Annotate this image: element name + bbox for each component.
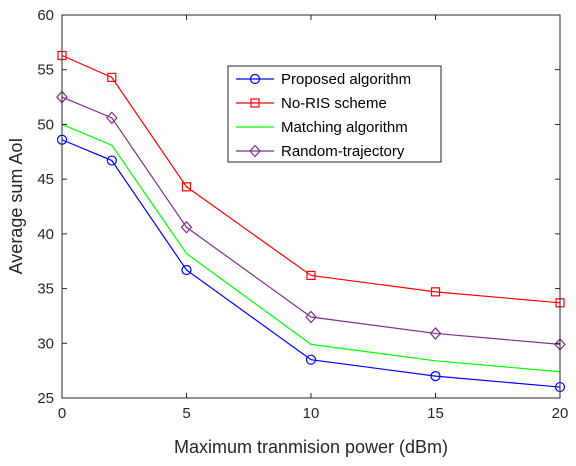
- y-tick-label: 35: [37, 281, 54, 298]
- y-tick-label: 55: [37, 62, 54, 79]
- y-tick-label: 40: [37, 226, 54, 243]
- legend-label: Random-trajectory: [281, 143, 405, 160]
- series-random-trajectory: [56, 90, 566, 351]
- y-tick-label: 60: [37, 7, 54, 24]
- data-point-random-trajectory: [305, 310, 317, 324]
- legend-marker: [249, 144, 261, 158]
- series-line-matching-algorithm: [61, 123, 561, 373]
- x-tick-label: 5: [182, 405, 190, 422]
- x-tick-label: 20: [552, 405, 569, 422]
- legend-entry-no-ris-scheme: No-RIS scheme: [236, 95, 387, 112]
- legend-label: Matching algorithm: [281, 119, 408, 136]
- legend: Proposed algorithm No-RIS scheme Matching …: [227, 65, 442, 163]
- data-point-proposed-algorithm: [106, 155, 117, 166]
- series-layer: [56, 50, 566, 393]
- legend-marker: [250, 98, 260, 108]
- data-point-random-trajectory: [180, 220, 193, 234]
- data-point-no-ris-scheme: [107, 72, 117, 82]
- x-tick-label: 15: [427, 405, 444, 422]
- data-point-no-ris-scheme: [306, 270, 316, 281]
- legend-label: Proposed algorithm: [281, 71, 411, 88]
- legend-label: No-RIS scheme: [281, 95, 387, 112]
- y-tick-label: 50: [37, 116, 54, 133]
- data-point-no-ris-scheme: [430, 287, 441, 297]
- x-axis-title: Maximum tranmision power (dBm): [174, 437, 448, 457]
- y-tick-label: 30: [37, 335, 54, 352]
- series-matching-algorithm: [61, 123, 561, 373]
- legend-entry-random-trajectory: Random-trajectory: [236, 143, 405, 160]
- legend-entry-matching-algorithm: Matching algorithm: [236, 119, 408, 136]
- series-line-proposed-algorithm: [61, 139, 561, 388]
- legend-marker: [249, 73, 261, 85]
- x-tick-label: 0: [58, 405, 66, 422]
- y-tick-label: 25: [37, 390, 54, 407]
- series-line-no-ris-scheme: [61, 54, 561, 304]
- legend-entry-proposed-algorithm: Proposed algorithm: [236, 71, 411, 88]
- legend-box: [227, 65, 442, 163]
- series-line-random-trajectory: [61, 96, 561, 345]
- data-point-proposed-algorithm: [305, 354, 317, 365]
- y-tick-label: 45: [37, 171, 54, 188]
- data-point-proposed-algorithm: [430, 371, 441, 382]
- data-point-proposed-algorithm: [181, 264, 192, 276]
- x-tick-label: 10: [303, 405, 320, 422]
- data-point-random-trajectory: [429, 327, 442, 340]
- y-axis-title: Average sum AoI: [6, 138, 26, 275]
- data-point-no-ris-scheme: [181, 182, 192, 192]
- tick-layer: 0 5 10 15 20 25 30 35 40 45 50 55 60: [37, 7, 568, 422]
- data-point-random-trajectory: [105, 111, 118, 125]
